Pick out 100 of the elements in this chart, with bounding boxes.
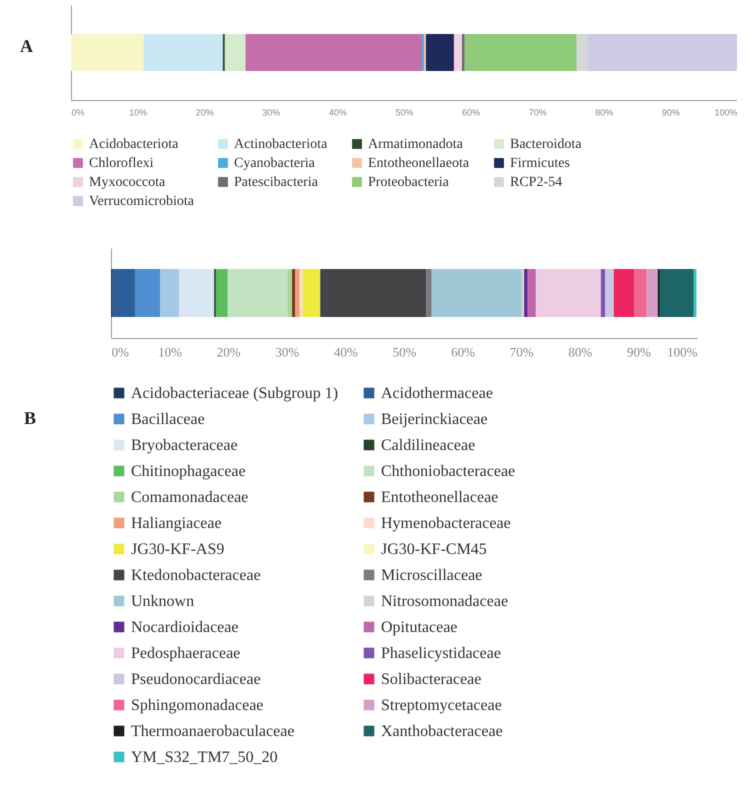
bar — [536, 269, 601, 317]
x-tick-label: 60% — [462, 108, 480, 118]
legend-label: Unknown — [131, 593, 194, 610]
legend-label: Microscillaceae — [381, 567, 482, 584]
x-tick-label: 30% — [262, 108, 280, 118]
bar — [646, 269, 658, 317]
x-tick-label: 60% — [451, 344, 476, 360]
x-tick-label: 0% — [72, 108, 85, 118]
x-tick-label: 30% — [275, 344, 300, 360]
bar — [228, 269, 288, 317]
legend-label: Chloroflexi — [89, 156, 154, 171]
bar — [112, 269, 136, 317]
legend-label: Xanthobacteraceae — [381, 723, 503, 740]
legend-label: Nitrosomonadaceae — [381, 593, 508, 610]
bar — [135, 269, 160, 317]
legend-label: Proteobacteria — [368, 175, 450, 190]
legend-label: Chthoniobacteraceae — [381, 463, 516, 480]
legend-label: Bacteroidota — [510, 137, 582, 152]
legend-label: Pedosphaeraceae — [131, 645, 240, 662]
legend-label: Entotheonellaceae — [381, 489, 498, 506]
x-tick-label: 70% — [528, 108, 547, 118]
bar — [614, 269, 634, 317]
bar — [659, 269, 694, 317]
legend-label: Firmicutes — [510, 156, 570, 171]
legend-label: Verrucomicrobiota — [89, 194, 195, 209]
bar — [295, 269, 300, 317]
bar — [634, 269, 647, 317]
legend-label: Actinobacteriota — [234, 137, 328, 152]
x-tick-label: 80% — [595, 108, 614, 118]
bar — [464, 34, 576, 71]
legend-label: Thermoanaerobaculaceae — [131, 723, 294, 740]
legend-label: Acidobacteriota — [89, 137, 180, 152]
legend-label: Bryobacteraceae — [131, 437, 238, 454]
x-tick-label: 40% — [334, 344, 358, 360]
legend-label: JG30-KF-AS9 — [131, 541, 224, 558]
x-tick-label: 80% — [568, 344, 592, 360]
legend-label: Bacillaceae — [131, 411, 205, 428]
bar — [216, 269, 228, 317]
text: B — [24, 408, 36, 429]
bar — [287, 269, 292, 317]
bar — [432, 269, 522, 317]
bar — [71, 34, 144, 71]
bar — [144, 34, 223, 71]
x-tick-label: 50% — [395, 108, 414, 118]
x-tick-label: 10% — [158, 344, 182, 360]
x-tick-label: 40% — [328, 108, 347, 118]
legend-label: Beijerinckiaceae — [381, 411, 488, 428]
bar — [302, 269, 320, 317]
legend-label: Hymenobacteraceae — [381, 515, 511, 532]
legend-label: Acidobacteriaceae (Subgroup 1) — [131, 385, 338, 402]
bar — [600, 269, 605, 317]
legend-label: Solibacteraceae — [381, 671, 482, 688]
x-tick-label: 100% — [667, 344, 698, 360]
legend-label: YM_S32_TM7_50_20 — [131, 749, 278, 766]
bar — [224, 34, 246, 71]
bar — [292, 269, 296, 317]
legend-label: Caldilineaceae — [381, 437, 476, 454]
bar — [300, 269, 303, 317]
legend-label: Ktedonobacteraceae — [131, 567, 261, 584]
bar — [426, 269, 432, 317]
x-tick-label: 50% — [392, 344, 417, 360]
bar — [693, 269, 696, 317]
legend-label: RCP2-54 — [510, 175, 562, 190]
bar — [462, 34, 465, 71]
legend-label: Acidothermaceae — [381, 385, 493, 402]
legend-label: Opitutaceae — [381, 619, 458, 636]
x-tick-label: 10% — [129, 108, 148, 118]
legend-label: Comamonadaceae — [131, 489, 248, 506]
bar — [245, 34, 422, 71]
x-tick-label: 20% — [216, 344, 241, 360]
x-tick-label: 90% — [662, 108, 680, 118]
bar — [320, 269, 426, 317]
legend-label: Myxococcota — [89, 175, 166, 190]
legend-label: Entotheonellaeota — [368, 156, 470, 171]
x-tick-label: 0% — [112, 344, 129, 360]
legend-label: Cyanobacteria — [234, 156, 316, 171]
x-tick-label: 70% — [510, 344, 534, 360]
legend-label: Streptomycetaceae — [381, 697, 502, 714]
legend-label: Pseudonocardiaceae — [131, 671, 261, 688]
text: A — [20, 36, 33, 57]
legend-label: Haliangiaceae — [131, 515, 222, 532]
x-tick-label: 20% — [196, 108, 214, 118]
legend-label: Nocardioidaceae — [131, 619, 238, 636]
bar — [528, 269, 536, 317]
bar — [524, 269, 528, 317]
bar — [587, 34, 737, 71]
legend-label: Armatimonadota — [368, 137, 464, 152]
legend-label: Sphingomonadaceae — [131, 697, 264, 714]
bar — [178, 269, 214, 317]
bar — [605, 269, 614, 317]
legend-label: Chitinophagaceae — [131, 463, 246, 480]
x-tick-label: 90% — [626, 344, 651, 360]
legend-label: JG30-KF-CM45 — [381, 541, 487, 558]
x-tick-label: 100% — [714, 108, 738, 118]
legend-label: Phaselicystidaceae — [381, 645, 501, 662]
legend-label: Patescibacteria — [234, 175, 319, 190]
bar — [160, 269, 179, 317]
bar — [576, 34, 588, 71]
bar — [454, 34, 462, 71]
bar — [426, 34, 454, 71]
